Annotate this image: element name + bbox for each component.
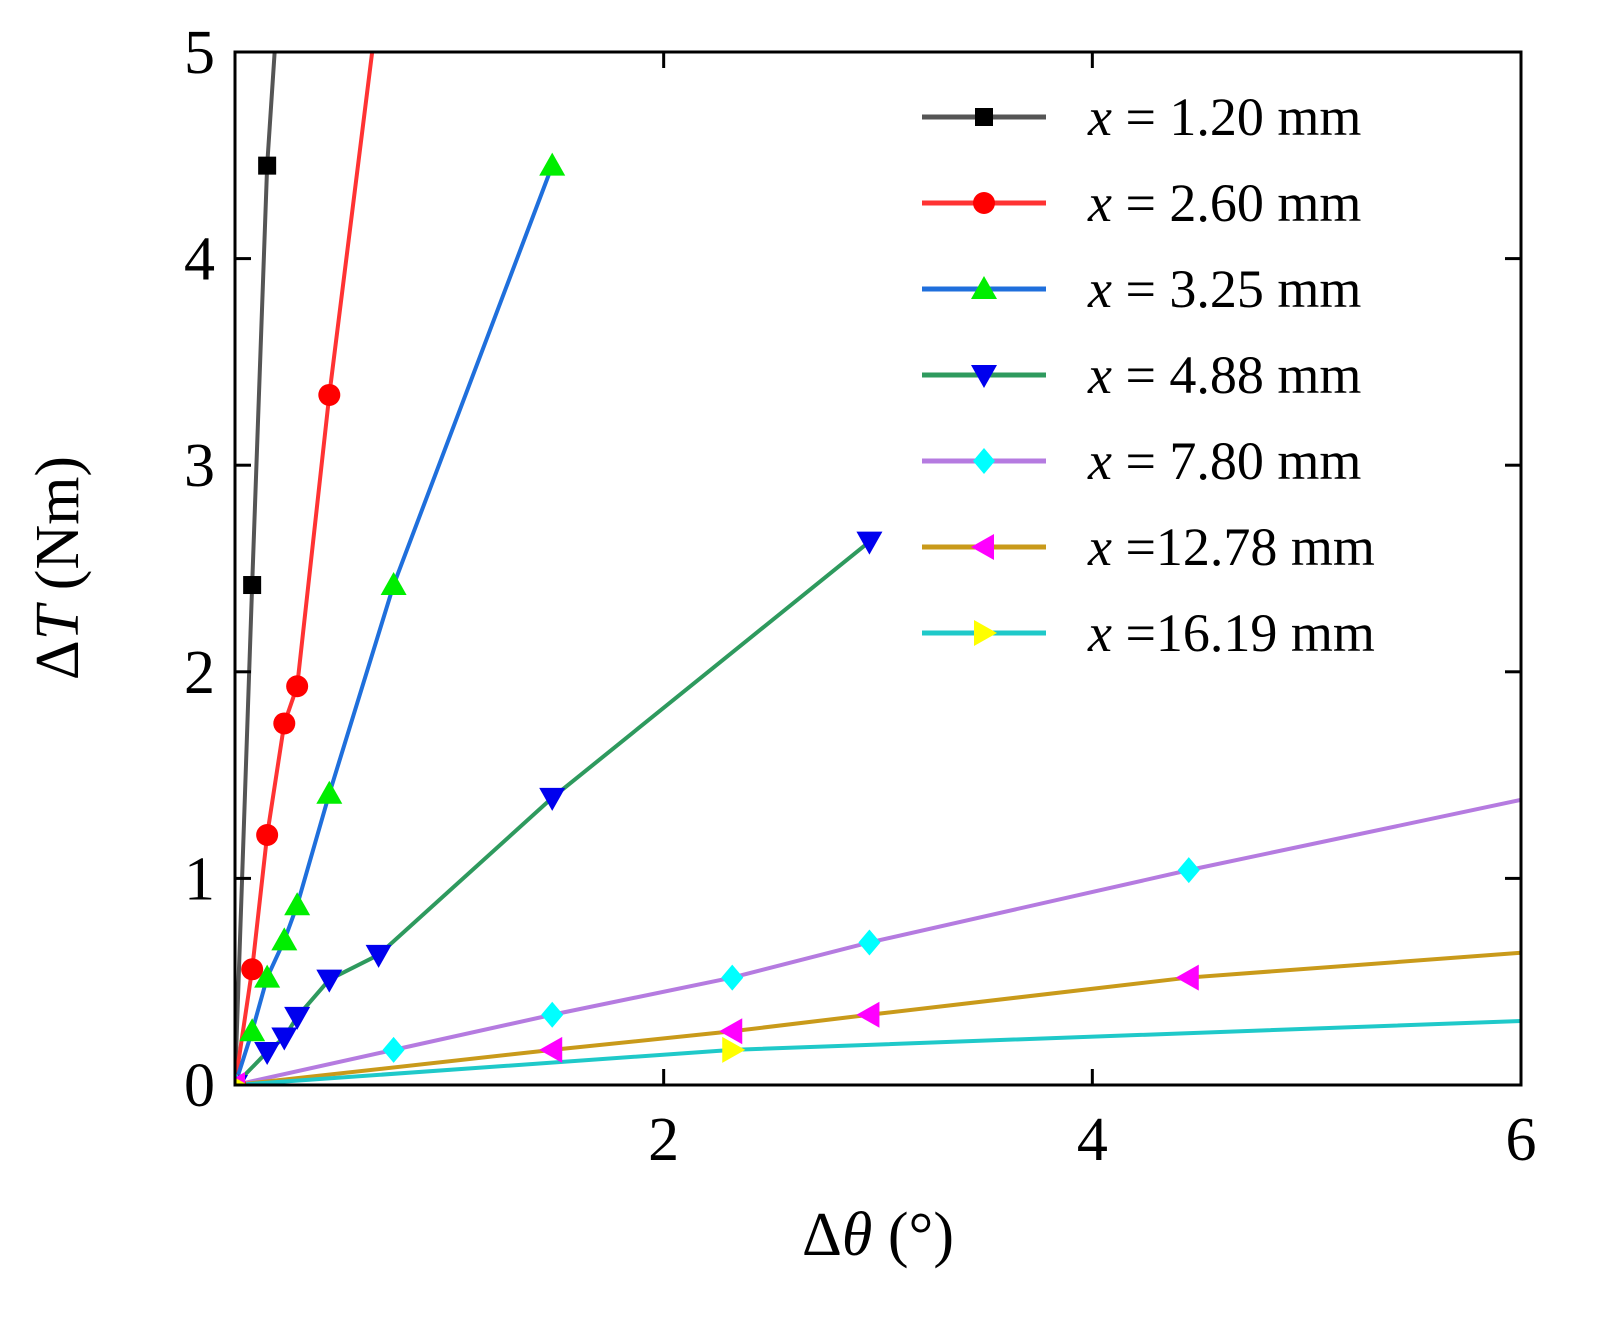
series-2: [235, 164, 555, 1085]
series-markers-6: [235, 1036, 746, 1085]
data-point: [256, 824, 279, 847]
data-point: [243, 576, 262, 595]
legend-label: x = 7.80 mm: [1087, 431, 1361, 491]
y-tick-label: 2: [184, 639, 215, 707]
legend-item: x = 3.25 mm: [922, 259, 1361, 319]
x-tick-label: 2: [648, 1106, 679, 1174]
legend-label: x = 2.60 mm: [1087, 173, 1361, 233]
data-point: [254, 964, 281, 988]
series-1: [235, 52, 375, 1085]
data-point: [1177, 857, 1200, 884]
data-point: [258, 156, 277, 175]
data-point: [858, 929, 881, 956]
y-tick-label: 4: [184, 226, 215, 294]
series-line: [235, 1018, 1521, 1085]
data-point: [316, 780, 343, 804]
data-point: [721, 964, 744, 991]
data-point: [1175, 964, 1199, 991]
data-point: [271, 927, 298, 951]
data-point: [284, 1006, 311, 1030]
data-point: [541, 1001, 564, 1028]
legend-label: x = 3.25 mm: [1087, 259, 1361, 319]
series-layer: [235, 52, 1521, 1085]
data-point: [382, 1036, 405, 1063]
y-axis-label: ΔT (Nm): [24, 456, 92, 680]
y-tick-label: 0: [184, 1052, 215, 1120]
legend-marker: [971, 365, 997, 388]
data-point: [254, 1041, 281, 1065]
legend-label: x =16.19 mm: [1087, 603, 1375, 663]
series-line: [235, 164, 555, 1085]
data-point: [856, 1001, 880, 1028]
y-tick-label: 3: [184, 432, 215, 500]
y-tick-label: 5: [184, 19, 215, 87]
plot-frame: [233, 50, 1523, 1087]
x-axis-label: Δθ (°): [802, 1201, 954, 1269]
y-tick-label: 1: [184, 845, 215, 913]
data-point: [380, 572, 407, 596]
data-point: [286, 675, 309, 698]
data-point: [273, 712, 296, 735]
data-point: [271, 1027, 298, 1051]
legend-label: x =12.78 mm: [1087, 517, 1375, 577]
data-point: [241, 958, 264, 981]
legend-marker: [974, 620, 997, 646]
legend-item: x =16.19 mm: [922, 603, 1375, 663]
series-0: [235, 52, 277, 1085]
data-point: [235, 1077, 248, 1085]
data-point: [539, 152, 566, 176]
ticks-layer: 2 4 6 0 1 2 3 4 5: [184, 19, 1537, 1174]
legend-label: x = 1.20 mm: [1087, 87, 1361, 147]
legend: x = 1.20 mm x = 2.60 mm x = 3.25 mm x = 4.8…: [922, 87, 1375, 663]
x-tick-label: 4: [1077, 1106, 1108, 1174]
series-line: [235, 52, 375, 1085]
legend-item: x = 1.20 mm: [922, 87, 1361, 147]
legend-marker: [975, 108, 993, 126]
series-line: [235, 52, 277, 1085]
series-6: [235, 1018, 1521, 1085]
series-markers-5: [235, 964, 1199, 1085]
data-point: [722, 1036, 746, 1063]
data-point: [856, 531, 883, 555]
legend-item: x = 7.80 mm: [922, 431, 1361, 491]
series-line: [235, 950, 1521, 1085]
data-point: [284, 892, 311, 916]
series-markers-4: [235, 857, 1200, 1085]
legend-marker: [971, 534, 994, 560]
data-point: [719, 1018, 743, 1045]
legend-item: x =12.78 mm: [922, 517, 1375, 577]
legend-label: x = 4.88 mm: [1087, 345, 1361, 405]
data-point: [316, 969, 343, 993]
legend-marker: [973, 448, 995, 474]
data-point: [318, 383, 341, 406]
data-point: [539, 1036, 563, 1063]
legend-item: x = 2.60 mm: [922, 173, 1361, 233]
series-markers-2: [235, 152, 566, 1085]
data-point: [539, 787, 566, 811]
legend-marker: [971, 276, 997, 299]
data-point: [239, 1018, 266, 1042]
data-point: [365, 944, 392, 968]
legend-marker: [973, 192, 995, 214]
x-tick-label: 6: [1506, 1106, 1537, 1174]
series-5: [235, 950, 1521, 1085]
legend-item: x = 4.88 mm: [922, 345, 1361, 405]
